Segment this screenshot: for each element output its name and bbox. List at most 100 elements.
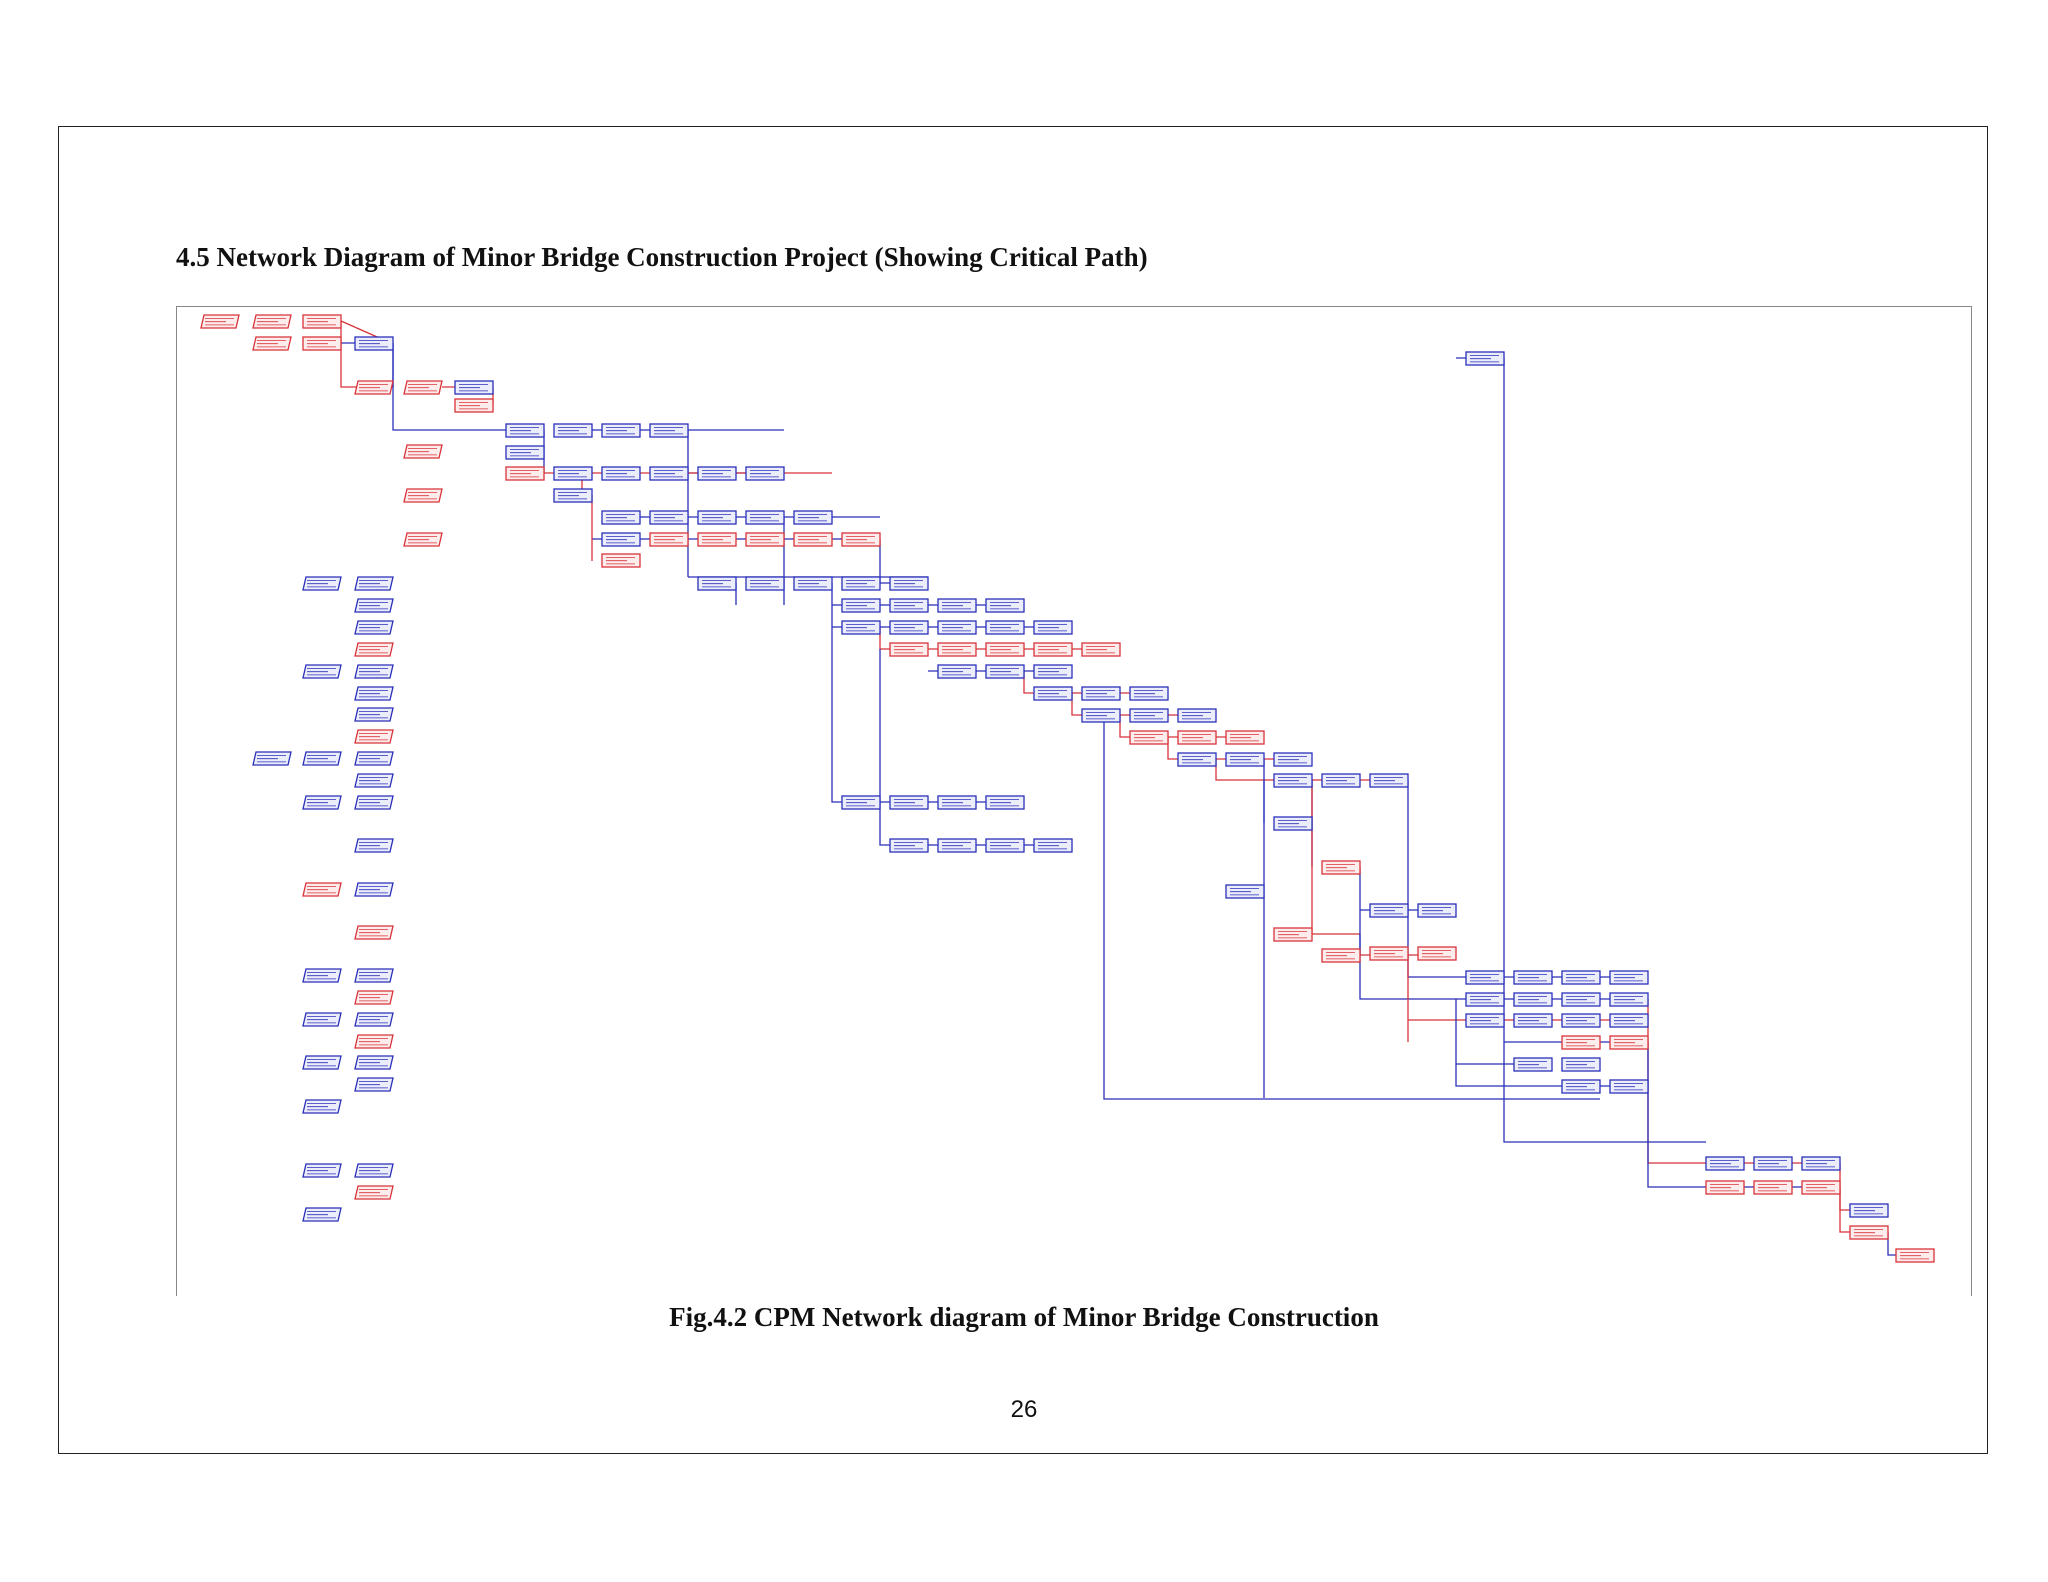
activity-node <box>1561 1079 1601 1094</box>
critical-activity-node <box>505 466 545 481</box>
activity-node <box>985 795 1025 810</box>
activity-node <box>1609 1013 1649 1028</box>
critical-activity-node <box>403 444 443 459</box>
activity-node <box>1129 686 1169 701</box>
critical-activity-node <box>302 336 342 351</box>
critical-activity-node <box>1753 1180 1793 1195</box>
critical-activity-node <box>1081 642 1121 657</box>
activity-node <box>1513 1057 1553 1072</box>
connector <box>1647 1042 1706 1188</box>
critical-activity-node <box>793 532 833 547</box>
critical-activity-node <box>649 532 689 547</box>
critical-activity-node <box>403 532 443 547</box>
critical-connector <box>1839 1163 1850 1211</box>
activity-node <box>302 1207 342 1222</box>
activity-node <box>553 488 593 503</box>
activity-node <box>745 466 785 481</box>
activity-node <box>889 795 929 810</box>
activity-node <box>985 620 1025 635</box>
section-heading: 4.5 Network Diagram of Minor Bridge Cons… <box>176 242 1148 272</box>
critical-activity-node <box>1033 642 1073 657</box>
activity-node <box>889 598 929 613</box>
activity-node <box>1609 992 1649 1007</box>
activity-node <box>841 795 881 810</box>
activity-node <box>553 466 593 481</box>
critical-activity-node <box>1225 730 1265 745</box>
activity-node <box>505 445 545 460</box>
activity-node <box>354 664 394 679</box>
activity-node <box>937 838 977 853</box>
activity-node <box>252 751 292 766</box>
critical-activity-node <box>403 488 443 503</box>
activity-node <box>697 466 737 481</box>
activity-node <box>1417 903 1457 918</box>
critical-activity-node <box>354 1034 394 1049</box>
connector <box>392 343 544 431</box>
critical-activity-node <box>354 380 394 395</box>
activity-node <box>1465 970 1505 985</box>
activity-node <box>1033 686 1073 701</box>
activity-node <box>1465 1013 1505 1028</box>
activity-node <box>1129 708 1169 723</box>
activity-node <box>302 795 342 810</box>
activity-node <box>1705 1156 1745 1171</box>
activity-node <box>841 620 881 635</box>
activity-node <box>649 423 689 438</box>
activity-node <box>1561 1057 1601 1072</box>
activity-node <box>354 795 394 810</box>
activity-node <box>1753 1156 1793 1171</box>
activity-node <box>1561 992 1601 1007</box>
activity-node <box>649 466 689 481</box>
activity-node <box>1225 752 1265 767</box>
critical-activity-node <box>1801 1180 1841 1195</box>
activity-node <box>985 664 1025 679</box>
activity-node <box>354 1077 394 1092</box>
critical-activity-node <box>1321 860 1361 875</box>
activity-node <box>1033 620 1073 635</box>
activity-node <box>937 620 977 635</box>
connector <box>1887 1232 1896 1256</box>
network-diagram <box>176 306 1972 1296</box>
activity-node <box>985 598 1025 613</box>
activity-node <box>354 838 394 853</box>
activity-node <box>354 751 394 766</box>
critical-activity-node <box>1273 927 1313 942</box>
activity-node <box>1177 708 1217 723</box>
activity-node <box>985 838 1025 853</box>
activity-node <box>354 1012 394 1027</box>
activity-node <box>553 423 593 438</box>
critical-connector <box>1311 780 1360 935</box>
critical-connector <box>340 321 393 388</box>
activity-node <box>601 510 641 525</box>
activity-node <box>354 707 394 722</box>
page-frame <box>58 126 1988 1454</box>
activity-node <box>354 773 394 788</box>
connector <box>1503 358 1706 1143</box>
activity-node <box>889 838 929 853</box>
activity-node <box>354 968 394 983</box>
activity-node <box>302 1055 342 1070</box>
activity-nodes <box>200 314 1935 1263</box>
activity-node <box>1801 1156 1841 1171</box>
activity-node <box>1561 1013 1601 1028</box>
activity-node <box>1033 838 1073 853</box>
activity-node <box>302 664 342 679</box>
critical-activity-node <box>302 314 342 329</box>
activity-node <box>354 620 394 635</box>
activity-node <box>793 510 833 525</box>
critical-activity-node <box>1417 946 1457 961</box>
activity-node <box>1177 752 1217 767</box>
activity-node <box>454 380 494 395</box>
critical-connector <box>1839 1187 1850 1233</box>
connector-lines <box>340 320 1896 1256</box>
activity-node <box>889 620 929 635</box>
activity-node <box>354 576 394 591</box>
activity-node <box>841 576 881 591</box>
critical-activity-node <box>1849 1225 1889 1240</box>
critical-activity-node <box>454 398 494 413</box>
activity-node <box>1465 992 1505 1007</box>
activity-node <box>302 751 342 766</box>
activity-node <box>601 532 641 547</box>
critical-activity-node <box>841 532 881 547</box>
activity-node <box>937 598 977 613</box>
